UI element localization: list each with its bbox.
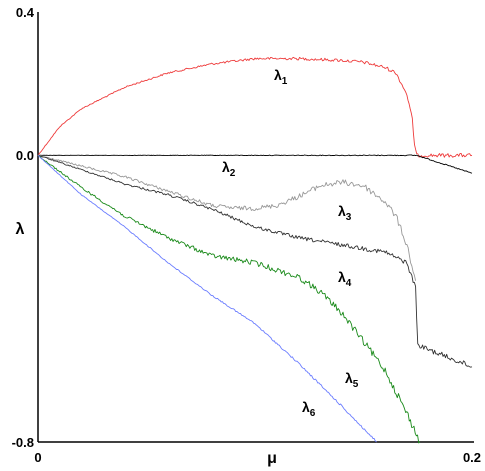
x-tick-label-right: 0.2 — [463, 450, 481, 465]
series-label-lambda2: λ2 — [222, 159, 236, 179]
series-layer — [37, 56, 473, 444]
series-line-lambda6 — [37, 154, 377, 443]
series-line-lambda5 — [37, 154, 421, 444]
x-tick-label-left: 0 — [34, 450, 41, 465]
series-line-lambda4 — [37, 154, 473, 368]
series-line-lambda3 — [37, 155, 417, 281]
series-label-lambda1: λ1 — [274, 67, 288, 87]
series-label-lambda6: λ6 — [302, 399, 316, 419]
series-label-lambda5: λ5 — [345, 370, 359, 390]
y-axis-label: λ — [16, 221, 25, 238]
y-tick-label-top: 0.4 — [16, 5, 35, 20]
y-tick-label-zero: 0.0 — [16, 148, 34, 163]
x-axis-label: μ — [267, 450, 277, 467]
series-line-lambda1 — [37, 56, 473, 158]
y-tick-label-bottom: -0.8 — [12, 435, 34, 450]
series-label-lambda3: λ3 — [338, 203, 352, 223]
series-label-lambda4: λ4 — [338, 269, 352, 289]
series-line-lambda2 — [37, 154, 473, 174]
